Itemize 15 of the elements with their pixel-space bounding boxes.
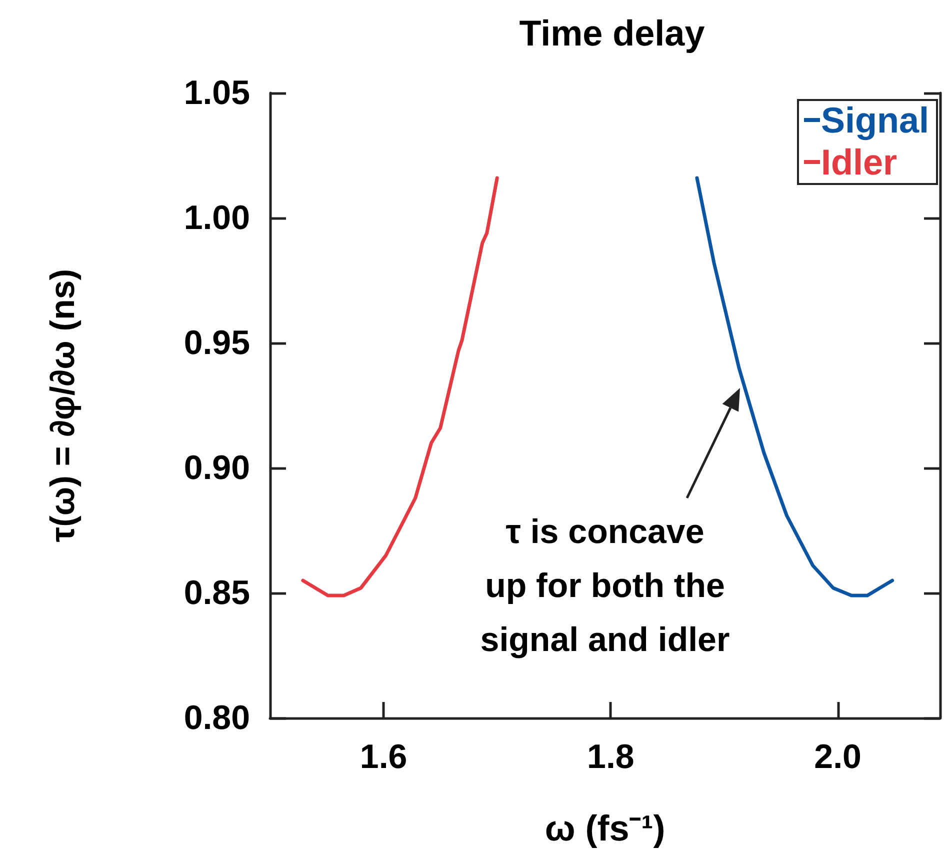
x-axis-title: ω (fs⁻¹) — [544, 808, 666, 848]
chart-title: Time delay — [519, 12, 705, 54]
y-tick-label: 0.90 — [184, 449, 250, 487]
y-tick-label: 0.80 — [184, 699, 250, 737]
y-tick-label: 0.85 — [184, 574, 250, 612]
y-axis-title: τ(ω) = ∂φ/∂ω (ns) — [44, 268, 82, 542]
x-tick-label: 2.0 — [814, 738, 862, 776]
x-tick-label: 1.6 — [360, 738, 408, 776]
legend-label: Signal — [820, 100, 930, 140]
y-tick-label: 0.95 — [184, 324, 250, 362]
y-tick-label: 1.05 — [184, 74, 250, 112]
x-tick-label: 1.8 — [587, 738, 634, 776]
y-tick-label: 1.00 — [184, 199, 250, 237]
legend-label: Idler — [820, 142, 898, 182]
annotation: τ is concave up for both the signal and idler — [480, 513, 730, 659]
